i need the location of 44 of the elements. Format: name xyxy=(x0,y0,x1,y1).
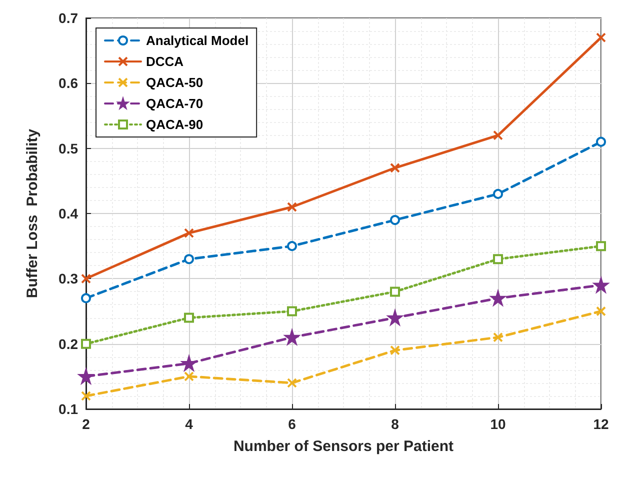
point xyxy=(287,202,297,212)
point xyxy=(493,188,503,199)
point xyxy=(287,241,297,252)
point xyxy=(493,332,503,342)
point xyxy=(184,312,194,323)
x-tick-label: 4 xyxy=(185,416,194,432)
point xyxy=(81,338,91,349)
point xyxy=(596,136,606,147)
point xyxy=(596,241,606,252)
legend-label: QACA-90 xyxy=(146,117,204,132)
point xyxy=(184,254,194,264)
legend-label: Analytical Model xyxy=(146,33,249,48)
y-tick-label: 0.7 xyxy=(58,10,78,26)
x-tick-label: 10 xyxy=(490,416,506,432)
y-tick-label: 0.2 xyxy=(58,336,78,352)
point xyxy=(81,390,91,401)
y-tick-label: 0.3 xyxy=(58,270,78,287)
y-tick-label: 0.6 xyxy=(58,75,78,92)
x-tick-label: 6 xyxy=(288,416,296,432)
x-tick-label: 8 xyxy=(391,416,400,432)
point xyxy=(184,228,194,238)
legend-label: DCCA xyxy=(146,54,184,69)
point xyxy=(390,162,400,173)
x-axis-title: Number of Sensors per Patient xyxy=(233,438,454,455)
point xyxy=(493,130,503,140)
y-tick-label: 0.1 xyxy=(58,401,78,417)
legend-label: QACA-70 xyxy=(146,96,204,111)
point xyxy=(287,306,297,316)
point xyxy=(390,345,400,356)
legend-label: QACA-50 xyxy=(146,75,204,90)
point xyxy=(184,371,194,382)
point xyxy=(596,306,606,316)
point xyxy=(287,378,297,388)
point xyxy=(390,286,400,297)
y-tick-label: 0.5 xyxy=(58,140,78,156)
x-tick-label: 12 xyxy=(593,416,609,432)
point xyxy=(81,293,91,304)
point xyxy=(81,274,91,284)
x-tick-label: 2 xyxy=(82,416,90,432)
y-tick-label: 0.4 xyxy=(58,206,78,222)
point xyxy=(390,215,400,226)
point xyxy=(596,32,606,43)
point xyxy=(493,254,503,264)
y-axis-title: Buffer Loss Probability xyxy=(24,128,41,298)
